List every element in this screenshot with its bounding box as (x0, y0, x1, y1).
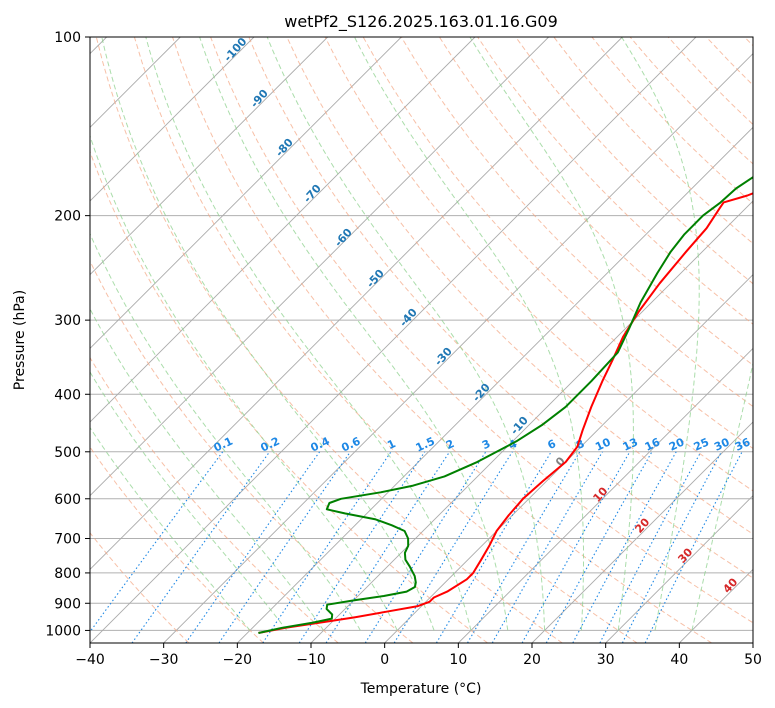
moist-adiabat-line (90, 134, 398, 631)
moist-adiabat-line (101, 37, 435, 631)
y-tick-label: 1000 (45, 623, 81, 639)
dry-adiabat-line (438, 37, 753, 366)
y-tick-label: 400 (54, 387, 81, 403)
moist-adiabat-line (621, 37, 700, 631)
isotherm-line (163, 53, 753, 643)
mixing-ratio-label: 10 (593, 435, 613, 453)
dry-adiabat-line (90, 259, 414, 643)
isotherm-line (90, 37, 255, 202)
profile-series (258, 175, 753, 634)
x-axis-label: Temperature (°C) (360, 681, 482, 697)
y-tick-label: 300 (54, 313, 81, 329)
isotherm-line (605, 495, 753, 643)
plot-background (90, 37, 753, 643)
x-tick-label: −20 (223, 652, 253, 668)
moist-adiabat-line (266, 37, 546, 631)
x-tick-label: 40 (670, 652, 688, 668)
x-tick-label: 10 (449, 652, 467, 668)
mixing-ratio-label: 25 (692, 435, 711, 453)
isotherm-line (90, 37, 623, 570)
y-tick-label: 100 (54, 30, 81, 46)
isotherm-line (90, 37, 476, 423)
dry-adiabat-line (286, 37, 753, 535)
y-tick-label: 800 (54, 566, 81, 582)
mixing-ratio-line (218, 451, 351, 643)
dry-adiabat-line (400, 37, 753, 408)
mixing-ratio-line (644, 451, 743, 643)
dry-adiabat-line (90, 356, 339, 643)
y-tick-label: 500 (54, 445, 81, 461)
isotherm-line (531, 421, 753, 643)
dry-adiabat-line (133, 37, 638, 643)
moist-adiabat-line (691, 361, 753, 631)
mixing-ratio-line (90, 451, 224, 633)
dewpoint-profile (258, 175, 753, 634)
dry-adiabat-line (90, 150, 488, 643)
isotherm-line (752, 642, 753, 643)
dry-adiabat-line (324, 37, 753, 492)
mixing-ratio-line (298, 451, 426, 643)
y-tick-label: 900 (54, 596, 81, 612)
moist-adiabat-line (90, 232, 361, 631)
x-tick-label: 20 (523, 652, 541, 668)
dry-adiabat-line (90, 446, 264, 643)
dry-adiabat-line (362, 37, 753, 450)
chart-title: wetPf2_S126.2025.163.01.16.G09 (284, 12, 558, 32)
moist-adiabat-line (199, 37, 509, 631)
isotherm-line (237, 126, 753, 643)
moist-adiabat-line (145, 37, 472, 631)
mixing-ratio-line (185, 451, 321, 643)
isotherm-line (90, 37, 402, 349)
mixing-ratio-line (364, 451, 487, 643)
dry-adiabat-line (172, 37, 712, 643)
axis-ticks: −40 −30 −20 −10 0 10 20 30 40 50 100 200 300 400 500 60… (45, 30, 762, 668)
mixing-ratio-label: 20 (667, 435, 687, 453)
isotherm-line (90, 37, 549, 497)
moist-adiabat-line (469, 37, 634, 631)
moist-adiabat-line (354, 37, 584, 631)
dry-adiabat-line (90, 532, 190, 643)
mixing-ratio-label: 30 (712, 435, 732, 453)
y-tick-label: 700 (54, 532, 81, 548)
y-tick-label: 200 (54, 209, 81, 225)
mixing-ratio-line (521, 451, 631, 643)
mixing-ratio-line (572, 451, 677, 643)
mixing-ratio-line (262, 451, 392, 643)
x-tick-label: 30 (597, 652, 615, 668)
y-axis-label: Pressure (hPa) (12, 290, 28, 390)
x-tick-label: −30 (149, 652, 179, 668)
moist-adiabat-line (90, 307, 325, 631)
isotherm-line (458, 347, 753, 643)
x-tick-label: 0 (380, 652, 389, 668)
isotherm-line (90, 37, 328, 276)
x-tick-label: 50 (744, 652, 762, 668)
x-tick-label: −10 (296, 652, 326, 668)
dry-adiabat-line (95, 37, 563, 643)
mixing-ratio-line (435, 451, 552, 643)
dry-adiabat-line (515, 37, 753, 285)
mixing-ratio-label: 36 (733, 435, 753, 453)
mixing-ratio-line (599, 451, 702, 643)
mixing-ratio-label: 16 (643, 435, 663, 453)
mixing-ratio-label: 13 (621, 435, 640, 453)
dry-adiabat-line (210, 37, 753, 624)
mixing-ratio-line (325, 451, 451, 643)
isotherm-line (90, 37, 697, 643)
mixing-ratio-line (545, 451, 653, 643)
temperature-profile (258, 192, 753, 634)
plot-frame (89, 36, 754, 644)
x-tick-label: −40 (75, 652, 105, 668)
mixing-ratio-line (131, 451, 271, 643)
isotherm-line (384, 274, 753, 643)
y-tick-label: 600 (54, 492, 81, 508)
background-lines (90, 37, 753, 643)
dry-adiabat-line (248, 37, 753, 579)
